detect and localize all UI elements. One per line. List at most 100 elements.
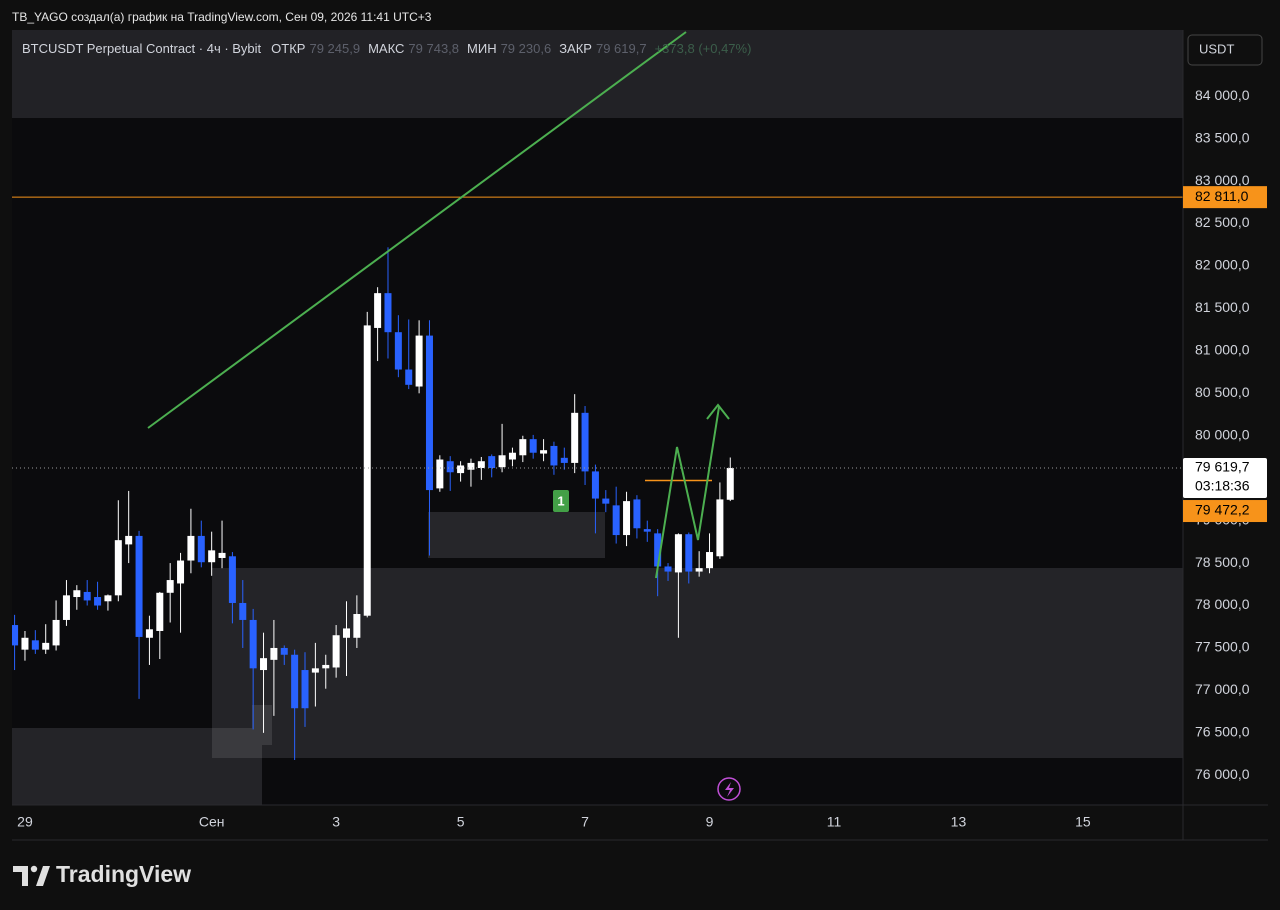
candle-body [664, 566, 672, 572]
candle-body [425, 335, 433, 491]
candle-body [457, 465, 465, 474]
price-line-label: 82 811,0 [1195, 188, 1249, 204]
candle-body [177, 560, 185, 584]
price-line-tag [1183, 186, 1267, 209]
y-tick-label: 82 000,0 [1195, 257, 1250, 273]
candle-body [197, 535, 205, 563]
last-price-label: 79 619,7 [1195, 459, 1250, 475]
level-label: 79 472,2 [1195, 502, 1250, 518]
marker-box [553, 490, 569, 512]
legend-label: МИН [467, 41, 497, 56]
zone [212, 568, 1183, 758]
x-tick-label: 15 [1075, 814, 1091, 830]
axes: 76 000,0 76 500,0 77 000,0 77 500,0 78 000,0… [17, 87, 1267, 830]
candle-body [477, 461, 485, 469]
y-tick-label: 76 500,0 [1195, 724, 1250, 740]
candle-body [498, 455, 506, 468]
candle-body [540, 450, 548, 454]
alert-icon[interactable] [717, 777, 741, 801]
drawings: 1 [147, 31, 741, 801]
candle-body [21, 637, 29, 650]
candle-body [623, 501, 631, 536]
candle-body [342, 628, 350, 638]
zone [428, 512, 605, 558]
candle-body [208, 550, 216, 563]
candle-body [374, 293, 382, 328]
candle-body [353, 614, 361, 638]
candle-body [270, 647, 278, 660]
candle-body [114, 540, 122, 596]
candle-body [467, 462, 475, 470]
candle-body [384, 293, 392, 333]
candle-body [685, 534, 693, 572]
candle-body [591, 471, 599, 499]
candle-body [31, 640, 39, 650]
candle-body [633, 499, 641, 529]
trend-line [147, 31, 687, 429]
candle-body [52, 619, 60, 646]
brand-logo [13, 865, 50, 886]
level-tag [1183, 500, 1267, 523]
candle-body [135, 535, 143, 637]
countdown: 03:18:36 [1195, 478, 1250, 494]
candle-body [228, 556, 236, 603]
candle-body [706, 552, 714, 569]
x-tick-label: 7 [581, 814, 589, 830]
attribution: TB_YAGO создал(а) график на TradingView.… [12, 10, 432, 24]
candle-body [280, 647, 288, 655]
legend-value: 79 230,6 [500, 41, 552, 56]
legend-change: +373,8 (+0,47%) [654, 41, 752, 56]
arrow-head [706, 403, 730, 420]
candle-body [508, 452, 516, 460]
currency: USDT [1199, 41, 1234, 56]
y-tick-label: 84 000,0 [1195, 87, 1250, 103]
candle-body [602, 498, 610, 504]
candle-body [156, 592, 164, 631]
brand: TradingView [56, 861, 192, 887]
candle-body [581, 412, 589, 472]
currency-button[interactable] [1187, 34, 1263, 66]
candle-body [145, 629, 153, 638]
legend-value: 79 743,8 [408, 41, 460, 56]
candle-body [654, 533, 662, 567]
alert-bolt [725, 782, 734, 797]
candle-body [612, 505, 620, 536]
forecast-arrow [655, 406, 720, 579]
zones [12, 30, 1183, 805]
y-tick-label: 77 500,0 [1195, 639, 1250, 655]
candle-body [643, 529, 651, 532]
candle-body [62, 595, 70, 620]
y-tick-label: 82 500,0 [1195, 214, 1250, 230]
candle-body [332, 635, 340, 668]
x-tick-label: Сен [199, 814, 225, 830]
x-tick-label: 3 [332, 814, 340, 830]
candle-body [73, 590, 81, 598]
candle-body [674, 534, 682, 573]
candle-body [218, 552, 226, 558]
y-tick-label: 76 000,0 [1195, 766, 1250, 782]
candle-body [322, 664, 330, 669]
candle-body [726, 468, 734, 500]
candle-body [571, 412, 579, 463]
candle-body [125, 535, 133, 545]
candle-body [291, 654, 299, 709]
candle-body [166, 580, 174, 593]
candle-body [695, 568, 703, 572]
legend-label: МАКС [368, 41, 405, 56]
candle-body [12, 625, 19, 646]
candle-body [239, 602, 247, 620]
zone [12, 30, 1183, 118]
y-tick-label: 83 500,0 [1195, 129, 1250, 145]
y-tick-label: 81 000,0 [1195, 342, 1250, 358]
x-tick-label: 11 [827, 814, 842, 830]
plot [12, 196, 1183, 761]
marker-label: 1 [557, 493, 564, 508]
candle-body [301, 670, 309, 709]
candle-body [260, 658, 268, 671]
candle-body [187, 535, 195, 561]
x-tick-label: 13 [951, 814, 967, 830]
candle-body [436, 459, 444, 489]
candle-body [519, 439, 527, 456]
